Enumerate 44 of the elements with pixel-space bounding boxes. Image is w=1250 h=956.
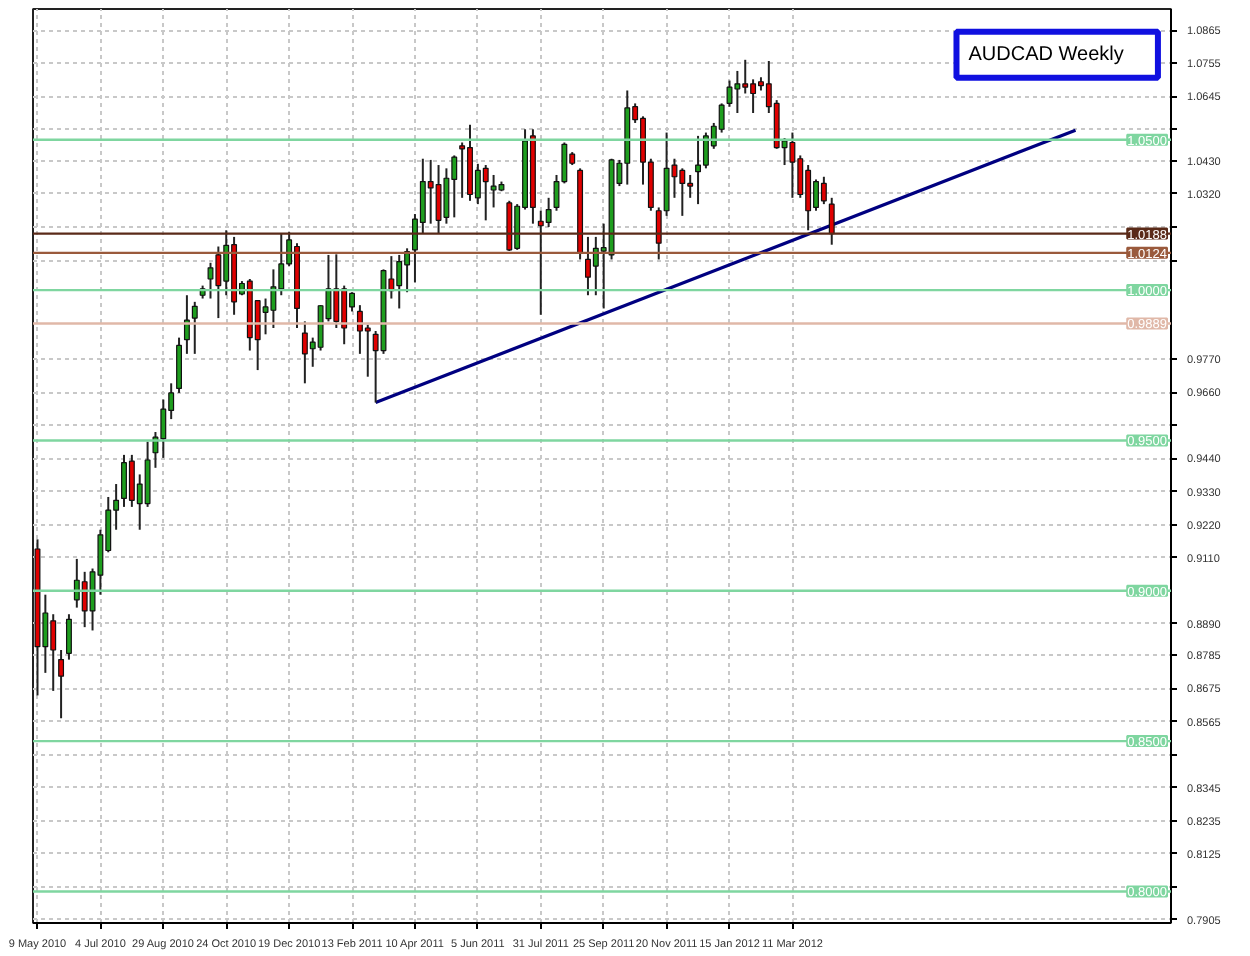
- candlestick: [50, 613, 57, 692]
- candlestick: [191, 300, 198, 355]
- candlestick: [176, 336, 182, 394]
- candlestick: [270, 268, 277, 329]
- candlestick: [215, 245, 222, 320]
- candlestick: [341, 284, 348, 346]
- candlestick: [223, 229, 230, 297]
- candlestick: [128, 453, 135, 508]
- candlestick: [65, 613, 72, 661]
- candlestick: [121, 453, 127, 508]
- candlestick: [58, 649, 65, 720]
- candlestick: [160, 398, 167, 459]
- candlestick: [144, 440, 151, 508]
- candlestick: [742, 58, 749, 95]
- candlestick: [805, 164, 812, 232]
- candlestick: [695, 134, 702, 206]
- candlestick: [820, 175, 827, 206]
- candlestick: [702, 131, 709, 170]
- candlestick: [585, 235, 591, 297]
- candlestick: [396, 253, 403, 310]
- candlestick: [404, 247, 411, 294]
- candlestick: [679, 167, 686, 217]
- candlestick: [427, 158, 434, 225]
- candlestick: [828, 196, 835, 246]
- candlestick: [81, 570, 88, 629]
- candlestick: [451, 154, 458, 219]
- candlestick: [537, 209, 544, 316]
- candlestick: [506, 199, 513, 253]
- candlestick: [687, 173, 694, 199]
- candlestick: [301, 320, 308, 385]
- candlestick: [813, 178, 819, 212]
- candlestick: [459, 141, 466, 199]
- candlestick: [734, 69, 741, 115]
- candlestick: [726, 79, 733, 108]
- candlestick: [789, 131, 796, 199]
- candlestick: [482, 164, 489, 222]
- candlestick: [207, 261, 214, 300]
- candlestick: [490, 173, 497, 209]
- candlestick: [592, 235, 599, 297]
- candlestick: [435, 164, 442, 235]
- candlestick: [750, 78, 757, 115]
- candlestick: [467, 123, 473, 202]
- text: AUDCAD Weekly: [968, 43, 1124, 66]
- candlestick: [333, 253, 340, 329]
